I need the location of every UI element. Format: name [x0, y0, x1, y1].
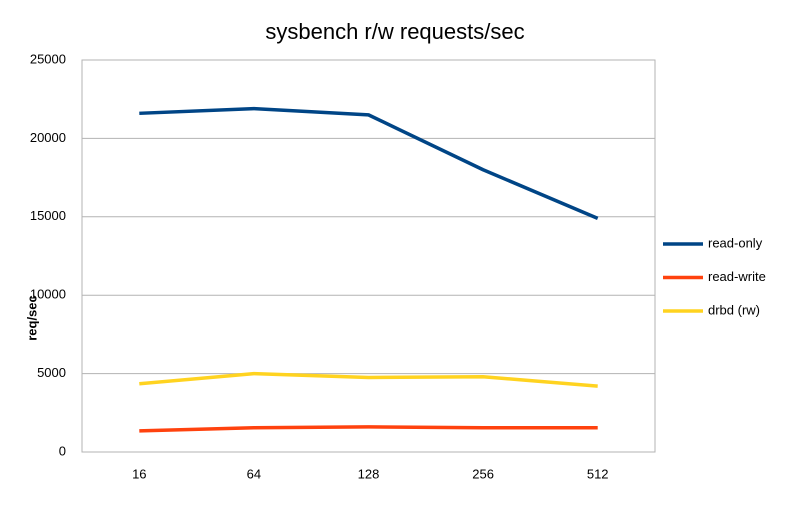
x-tick-label: 512 [587, 466, 609, 481]
y-tick-label: 20000 [30, 130, 66, 145]
x-tick-label: 64 [247, 466, 261, 481]
series-line [139, 371, 598, 388]
legend-label: read-write [708, 269, 766, 284]
series-line [139, 425, 598, 433]
x-tick-label: 256 [472, 466, 494, 481]
x-tick-label: 16 [132, 466, 146, 481]
series-line [139, 106, 599, 220]
y-tick-label: 25000 [30, 51, 66, 66]
plot-area [81, 59, 656, 453]
legend-label: read-only [708, 235, 763, 250]
chart-title: sysbench r/w requests/sec [265, 19, 524, 44]
y-tick-label: 0 [59, 443, 66, 458]
y-tick-label: 5000 [37, 365, 66, 380]
y-tick-label: 10000 [30, 287, 66, 302]
y-tick-label: 15000 [30, 208, 66, 223]
x-tick-label: 128 [358, 466, 380, 481]
legend-label: drbd (rw) [708, 302, 760, 317]
y-axis-label: req/sec [24, 295, 39, 341]
